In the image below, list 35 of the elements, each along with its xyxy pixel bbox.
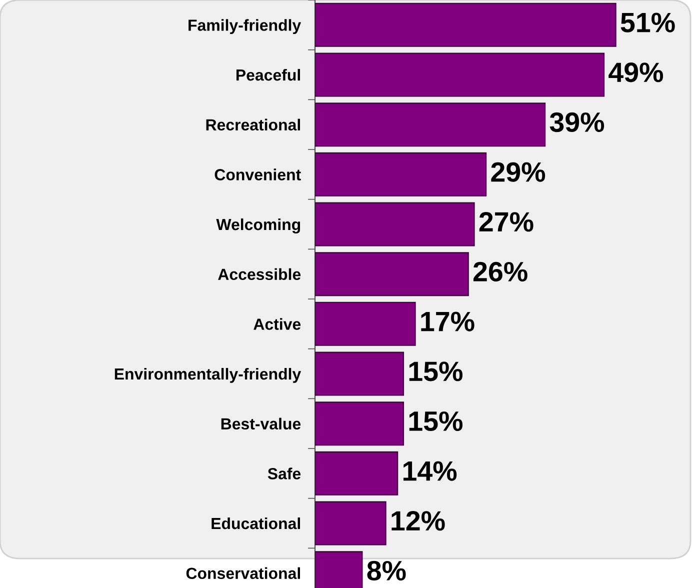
- data-label: 39%: [550, 112, 604, 132]
- y-tick-label: Recreational: [206, 118, 300, 131]
- bar: [315, 501, 386, 546]
- y-tick-label: Educational: [212, 517, 300, 530]
- y-tick-label: Convenient: [214, 168, 301, 180]
- y-tick-label: Conservational: [186, 567, 300, 580]
- y-tick-label: Active: [254, 318, 301, 330]
- y-tick-label: Best-value: [221, 418, 301, 430]
- y-tick-label: Accessible: [218, 268, 301, 280]
- data-label: 27%: [479, 212, 534, 232]
- y-tick-label: Environmentally-friendly: [114, 368, 302, 383]
- y-tick-label: Family-friendly: [188, 19, 302, 34]
- bar: [315, 202, 475, 246]
- y-tick-label: Peaceful: [236, 68, 300, 81]
- bar: [315, 302, 416, 346]
- data-label: 14%: [403, 461, 457, 481]
- y-tick-label: Safe: [268, 468, 301, 480]
- data-label: 15%: [409, 411, 462, 432]
- bar: [315, 402, 404, 446]
- data-label: 12%: [392, 511, 445, 531]
- data-label: 8%: [367, 560, 406, 581]
- bar: [315, 451, 398, 496]
- y-tick-label: Welcoming: [216, 218, 300, 234]
- bar: [315, 102, 546, 147]
- data-label: 17%: [421, 312, 474, 332]
- data-label: 51%: [620, 12, 675, 32]
- data-label: 15%: [409, 362, 462, 382]
- data-label: 26%: [473, 262, 528, 282]
- bar: [315, 2, 616, 47]
- bar: [315, 252, 469, 296]
- bar: [315, 152, 487, 196]
- bar: [315, 352, 404, 396]
- data-label: 49%: [608, 62, 664, 82]
- bar: [315, 52, 605, 97]
- data-label: 29%: [491, 162, 546, 182]
